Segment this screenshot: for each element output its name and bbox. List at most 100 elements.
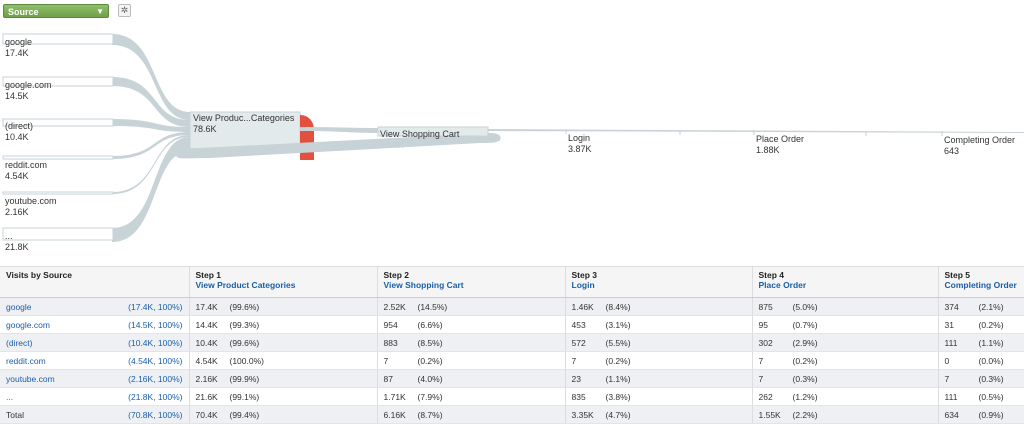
dimension-select[interactable]: Source ▼ <box>3 4 109 18</box>
table-total-row: Total (70.8K, 100%) 70.4K (99.4%) 6.16K (8.7%… <box>0 405 1024 424</box>
cell-percent: (2.9%) <box>792 337 818 348</box>
visits-table: Visits by Source Step 1 View Product Cat… <box>0 266 1024 424</box>
table-row: google (17.4K, 100%) 17.4K (99.6%) 2.52K (14.… <box>0 297 1024 316</box>
step-cell: 10.4K (99.6%) <box>189 333 378 352</box>
step-cell: 2.52K (14.5%) <box>377 297 566 316</box>
source-link[interactable]: youtube.com <box>6 373 55 384</box>
source-name: (direct) <box>5 121 34 131</box>
step-name[interactable]: Place Order <box>758 280 807 290</box>
step-value: 13.4K <box>380 140 404 150</box>
flow-later-steps <box>488 129 1024 133</box>
cell-percent: (5.5%) <box>605 337 631 348</box>
cell-percent: (1.1%) <box>605 373 631 384</box>
source-value: 4.54K <box>5 171 29 181</box>
source-node-reddit[interactable]: reddit.com 4.54K <box>5 160 47 182</box>
source-total: (10.4K, 100%) <box>128 337 183 348</box>
cell-percent: (0.2%) <box>417 355 443 366</box>
step-cell: 3.35K (4.7%) <box>565 405 753 424</box>
total-label: Total <box>6 409 24 420</box>
step5-label[interactable]: Completing Order 643 <box>944 135 1015 157</box>
source-node-google[interactable]: google 17.4K <box>5 37 32 59</box>
cell-count: 31 <box>944 319 954 330</box>
step-number: Step 5 <box>944 270 971 280</box>
cell-count: 883 <box>383 337 398 348</box>
step-cell: 7 (0.2%) <box>565 351 753 370</box>
cell-count: 70.4K <box>195 409 218 420</box>
flow-diagram <box>2 33 1024 242</box>
step-name: Place Order <box>756 134 805 144</box>
step-cell: 1.46K (8.4%) <box>565 297 753 316</box>
step-name: View Produc...Categories <box>193 113 295 123</box>
flow-step1-step2 <box>300 127 378 133</box>
step-value: 78.6K <box>193 124 217 134</box>
cell-percent: (4.0%) <box>417 373 443 384</box>
source-link[interactable]: google <box>6 301 32 312</box>
step-cell: 302 (2.9%) <box>752 333 939 352</box>
step-cell: 17.4K (99.6%) <box>189 297 378 316</box>
source-node-youtube[interactable]: youtube.com 2.16K <box>5 196 57 218</box>
step1-label[interactable]: View Produc...Categories 78.6K <box>193 113 294 135</box>
source-link[interactable]: ... <box>6 391 14 402</box>
source-link[interactable]: google.com <box>6 319 50 330</box>
cell-count: 2.52K <box>383 301 406 312</box>
chevron-down-icon: ▼ <box>96 7 104 16</box>
cell-percent: (5.0%) <box>792 301 818 312</box>
cell-percent: (0.7%) <box>792 319 818 330</box>
cell-percent: (4.7%) <box>605 409 631 420</box>
cell-count: 21.6K <box>195 391 218 402</box>
step3-label[interactable]: Login 3.87K <box>568 133 592 155</box>
step2-label[interactable]: View Shopping Cart 13.4K <box>380 129 459 151</box>
step-number: Step 2 <box>383 270 410 280</box>
cell-count: 7 <box>944 373 950 384</box>
step-name: Login <box>568 133 591 143</box>
step-cell: 1.55K (2.2%) <box>752 405 939 424</box>
gear-icon[interactable]: ✲ <box>118 4 131 17</box>
cell-percent: (99.9%) <box>229 373 260 384</box>
step-number: Step 1 <box>195 270 222 280</box>
header-step-5: Step 5 Completing Order <box>938 266 1024 298</box>
cell-percent: (0.2%) <box>605 355 631 366</box>
cell-percent: (99.6%) <box>229 337 260 348</box>
source-total: (4.54K, 100%) <box>128 355 183 366</box>
source-node-google-com[interactable]: google.com 14.5K <box>5 80 52 102</box>
step2-node[interactable] <box>377 126 489 137</box>
step-name: View Shopping Cart <box>380 129 460 139</box>
cell-percent: (2.1%) <box>978 301 1004 312</box>
cell-count: 7 <box>571 355 577 366</box>
flow-backlink <box>176 133 501 159</box>
cell-count: 2.16K <box>195 373 218 384</box>
source-link[interactable]: (direct) <box>6 337 33 348</box>
step-cell: 954 (6.6%) <box>377 315 566 334</box>
source-link[interactable]: reddit.com <box>6 355 46 366</box>
source-node-other[interactable]: ... 21.8K <box>5 231 29 253</box>
step4-label[interactable]: Place Order 1.88K <box>756 134 804 156</box>
cell-percent: (100.0%) <box>229 355 265 366</box>
cell-percent: (14.5%) <box>417 301 448 312</box>
step-number: Step 3 <box>571 270 598 280</box>
cell-percent: (8.5%) <box>417 337 443 348</box>
cell-count: 95 <box>758 319 768 330</box>
cell-percent: (0.3%) <box>978 373 1004 384</box>
cell-count: 87 <box>383 373 393 384</box>
step-cell: 7 (0.3%) <box>938 369 1024 388</box>
cell-count: 7 <box>758 373 764 384</box>
step-name[interactable]: Completing Order <box>944 280 1017 290</box>
step-name[interactable]: View Shopping Cart <box>383 280 464 290</box>
cell-count: 1.71K <box>383 391 406 402</box>
cell-count: 634 <box>944 409 959 420</box>
source-total: (70.8K, 100%) <box>128 409 183 420</box>
step-value: 3.87K <box>568 144 592 154</box>
cell-count: 4.54K <box>195 355 218 366</box>
source-node-direct[interactable]: (direct) 10.4K <box>5 121 33 143</box>
step-cell: 7 (0.3%) <box>752 369 939 388</box>
cell-count: 7 <box>758 355 764 366</box>
cell-percent: (1.2%) <box>792 391 818 402</box>
step-cell: 7 (0.2%) <box>377 351 566 370</box>
step-name[interactable]: Login <box>571 280 595 290</box>
cell-count: 1.46K <box>571 301 594 312</box>
step-name[interactable]: View Product Categories <box>195 280 296 290</box>
step-value: 1.88K <box>756 145 780 155</box>
cell-count: 111 <box>944 337 958 348</box>
step-cell: 2.16K (99.9%) <box>189 369 378 388</box>
cell-count: 3.35K <box>571 409 594 420</box>
